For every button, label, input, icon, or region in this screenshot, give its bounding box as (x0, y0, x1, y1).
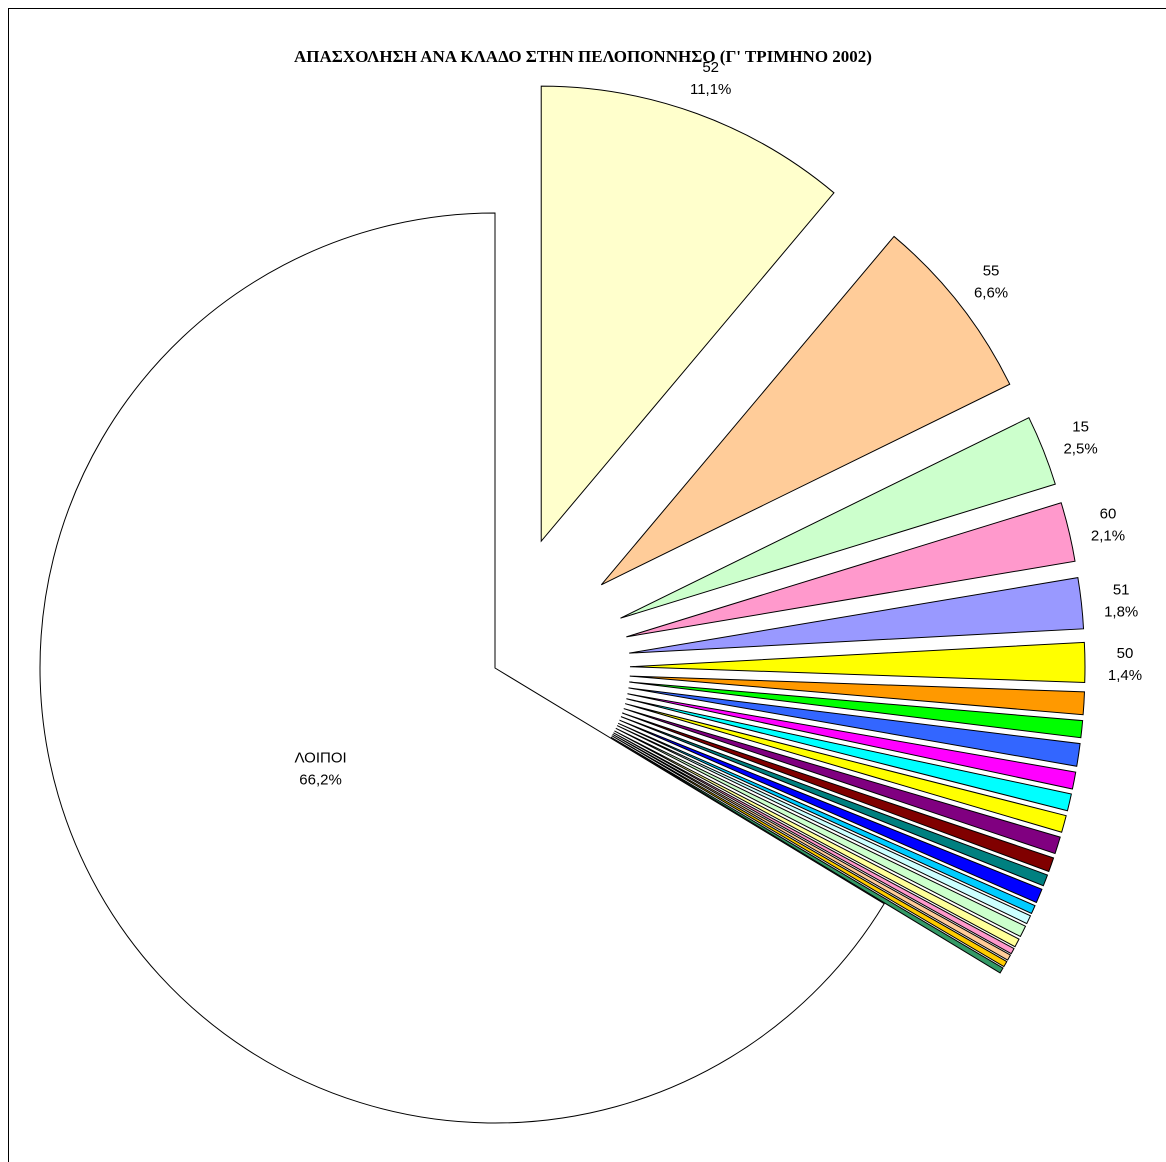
chart-frame (8, 8, 1166, 1162)
pie-slice (616, 725, 1032, 925)
pie-slice (600, 235, 1011, 586)
pie-slice (627, 693, 1077, 790)
pie-slice (626, 698, 1072, 812)
pie-slice (620, 416, 1056, 619)
pie-slice (613, 732, 1015, 955)
pie-slice (629, 577, 1085, 654)
pie-slice (614, 730, 1020, 948)
pie-slice (629, 641, 1086, 683)
pie-slice (612, 733, 1012, 961)
pie-slice (611, 735, 1008, 968)
slice-value-label: 2,1% (1091, 528, 1125, 545)
pie-slice (622, 712, 1055, 873)
slice-category-label: 60 (1100, 506, 1117, 523)
slice-value-label: 2,5% (1063, 441, 1097, 458)
slice-value-label: 66,2% (299, 771, 342, 788)
pie-slice (610, 736, 1004, 974)
pie-slice (623, 708, 1061, 855)
chart-title: ΑΠΑΣΧΟΛΗΣΗ ΑΝΑ ΚΛΑΔΟ ΣΤΗΝ ΠΕΛΟΠΟΝΝΗΣΟ (Γ… (294, 47, 872, 66)
slice-category-label: 15 (1072, 419, 1089, 436)
pie-slice (626, 502, 1076, 638)
slice-category-label: 52 (702, 59, 719, 76)
slice-value-label: 1,8% (1104, 604, 1138, 621)
pie-slice (620, 716, 1049, 887)
pie-slice (540, 85, 835, 543)
pie-slice (615, 727, 1027, 938)
pie-slice (39, 212, 885, 1124)
slice-value-label: 6,6% (974, 285, 1008, 302)
slice-category-label: 55 (983, 263, 1000, 280)
pie-slice (619, 719, 1043, 904)
slice-category-label: 51 (1113, 582, 1130, 599)
pie-slice (629, 681, 1084, 739)
slice-category-label: 50 (1117, 645, 1134, 662)
pie-slice (628, 687, 1081, 767)
slice-value-label: 1,4% (1108, 667, 1142, 684)
pie-slice (625, 703, 1067, 833)
pie-slice (629, 675, 1086, 716)
pie-slice (617, 722, 1036, 915)
slice-value-label: 11,1% (690, 81, 731, 98)
slice-category-label: ΛΟΙΠΟΙ (294, 749, 346, 766)
